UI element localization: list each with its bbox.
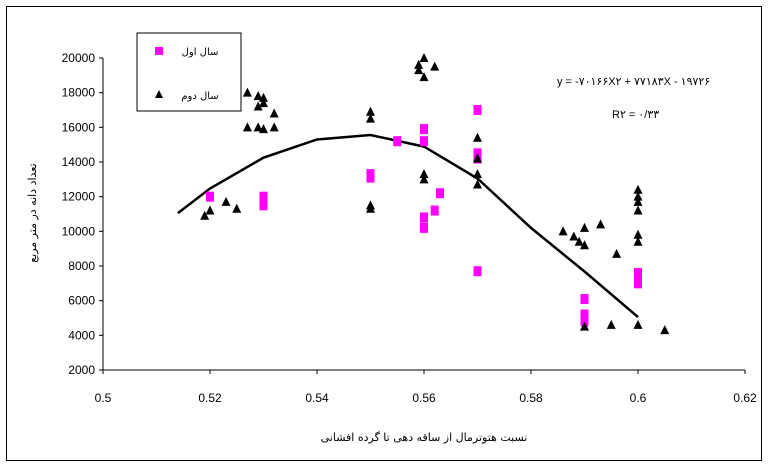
legend: سال اول سال دوم	[136, 32, 242, 112]
y-tick-label: 20000	[62, 51, 96, 65]
point-year2	[558, 226, 568, 236]
point-year2	[580, 240, 589, 250]
point-year1	[206, 191, 214, 202]
point-year2	[633, 196, 643, 206]
point-year1	[634, 278, 642, 289]
point-year2	[366, 106, 375, 116]
x-tick-label: 0.56	[412, 391, 436, 405]
point-year2	[633, 184, 643, 194]
point-year2	[419, 169, 429, 179]
point-year2	[473, 179, 482, 189]
trendline-equation: y = -۷۰۱۶۶X۲ + ۷۷۱۸۳X - ۱۹۷۲۶	[557, 76, 710, 88]
x-tick-label: 0.5	[95, 391, 112, 405]
chart-frame	[6, 6, 762, 461]
point-year1	[634, 273, 642, 284]
trendline	[177, 133, 639, 319]
point-year2	[366, 203, 375, 213]
y-tick-label: 8000	[68, 259, 95, 273]
point-year2	[232, 203, 242, 213]
point-year2	[205, 205, 215, 215]
point-year2	[242, 87, 252, 97]
trendline-curve	[177, 133, 639, 319]
x-tick-label: 0.52	[198, 391, 222, 405]
point-year2	[633, 229, 643, 239]
point-year2	[419, 53, 429, 62]
x-tick-label: 0.54	[305, 391, 329, 405]
point-year1	[436, 188, 445, 199]
point-year1	[473, 148, 482, 159]
point-year2	[366, 113, 375, 123]
point-year1	[420, 136, 428, 147]
y-tick-label: 2000	[68, 363, 95, 377]
point-year2	[633, 236, 643, 246]
point-year2	[221, 196, 231, 206]
point-year2	[574, 236, 584, 246]
point-year1	[420, 222, 428, 233]
point-year2	[473, 132, 482, 142]
point-year2	[596, 219, 606, 229]
data-points	[200, 53, 670, 335]
point-year2	[419, 174, 429, 184]
point-year2	[259, 124, 268, 134]
point-year2	[242, 122, 252, 132]
point-year2	[633, 205, 643, 215]
point-year2	[269, 108, 279, 118]
legend-box	[136, 32, 242, 112]
point-year1	[259, 191, 268, 202]
point-year2	[660, 325, 670, 335]
point-year1	[393, 136, 402, 147]
point-year1	[473, 266, 482, 277]
x-axis: 0.5 0.52 0.54 0.56 0.58 0.6 0.62	[95, 369, 757, 405]
point-year2	[473, 169, 482, 179]
point-year2	[253, 91, 263, 101]
point-year2	[200, 210, 210, 220]
point-year1	[580, 309, 589, 320]
legend-label-year2: سال دوم	[181, 91, 218, 102]
y-tick-label: 4000	[68, 328, 95, 342]
point-year1	[366, 172, 375, 183]
point-year2	[580, 222, 589, 232]
y-tick-label: 18000	[62, 86, 96, 100]
x-tick-label: 0.62	[733, 391, 757, 405]
legend-marker-year2	[155, 90, 163, 98]
point-year2	[259, 98, 268, 108]
legend-marker-year1	[155, 47, 163, 55]
point-year2	[414, 65, 424, 75]
y-tick-label: 12000	[62, 190, 96, 204]
point-year1	[420, 124, 428, 135]
point-year1	[634, 267, 642, 278]
point-year2	[606, 319, 616, 329]
point-year1	[473, 105, 482, 115]
point-year1	[420, 212, 428, 223]
x-tick-label: 0.58	[519, 391, 543, 405]
x-axis-title: نسبت هتوترمال از ساقه دهی تا گرده افشانی	[321, 431, 528, 444]
point-year2	[612, 248, 622, 258]
y-tick-label: 10000	[62, 224, 96, 238]
point-year1	[580, 293, 589, 304]
legend-label-year1: سال اول	[182, 47, 219, 58]
point-year2	[414, 59, 424, 69]
r-squared-label: R۲ = ۰/۳۳	[612, 109, 659, 121]
point-year1	[259, 200, 268, 211]
point-year2	[633, 319, 643, 329]
point-year2	[259, 92, 268, 102]
point-year2	[580, 321, 589, 331]
point-year2	[569, 231, 579, 241]
point-year2	[253, 122, 263, 132]
y-axis-title: تعداد دانه در متر مربع	[26, 163, 39, 262]
point-year2	[253, 101, 263, 111]
x-tick-label: 0.6	[630, 391, 647, 405]
point-year2	[473, 153, 482, 163]
point-year2	[269, 122, 279, 132]
point-year1	[430, 205, 439, 216]
y-tick-label: 16000	[62, 120, 96, 134]
point-year2	[633, 191, 643, 201]
y-axis: 2000 4000 6000 8000 10000 12000 14000 16000 1800…	[62, 51, 104, 377]
point-year2	[419, 72, 429, 82]
point-year1	[580, 316, 589, 327]
y-tick-label: 6000	[68, 294, 95, 308]
point-year2	[430, 61, 440, 71]
y-tick-label: 14000	[62, 155, 96, 169]
